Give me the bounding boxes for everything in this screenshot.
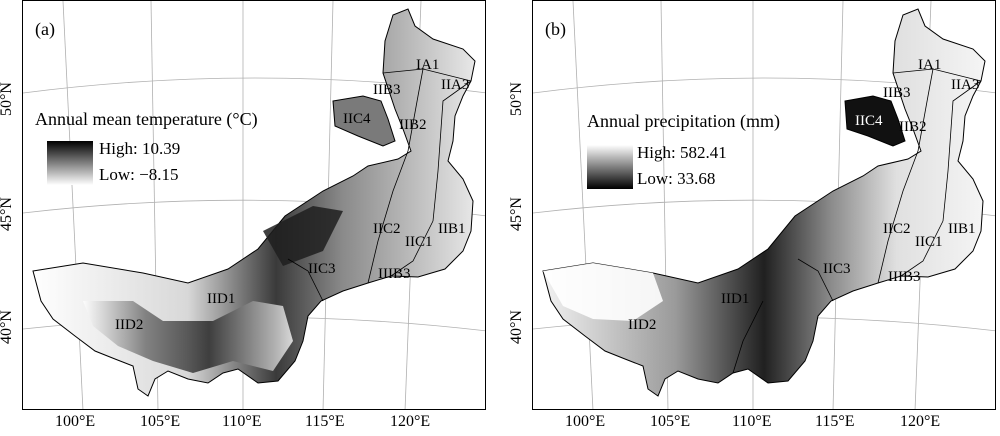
zone-label-iic2: IIC2 — [883, 221, 911, 237]
lat-label-45-a: 45°N — [0, 197, 15, 231]
legend-low: Low: −8.15 — [99, 165, 179, 184]
zone-label-iic1: IIC1 — [915, 234, 943, 250]
zone-label-iia3: IIA3 — [951, 77, 979, 93]
lon-label-110-a: 110°E — [222, 413, 262, 430]
legend-title: Annual precipitation (mm) — [587, 111, 780, 131]
zone-label-iib3: IIB3 — [373, 82, 401, 98]
legend-color-ramp — [47, 141, 93, 185]
map-panel-temperature: IA1 IIA3 IIB3 IIC4 IIB2 IIC2 IIB1 IIC1 I… — [22, 0, 486, 410]
zone-label-iic2: IIC2 — [373, 221, 401, 237]
zone-label-iib2: IIB2 — [399, 117, 427, 133]
zone-boundaries — [732, 68, 982, 374]
zone-label-iib3: IIB3 — [883, 85, 911, 101]
lon-label-100-a: 100°E — [55, 413, 96, 430]
panel-tag: (b) — [545, 19, 566, 39]
map-panel-precipitation: IA1 IIA3 IIB3 IIC4 IIB2 IIC2 IIB1 IIC1 I… — [532, 0, 996, 410]
zone-label-iid1: IID1 — [721, 291, 749, 307]
lon-label-105-a: 105°E — [140, 413, 181, 430]
zone-label-iic4: IIC4 — [855, 113, 883, 129]
legend-high: High: 10.39 — [99, 139, 181, 158]
legend-title: Annual mean temperature (°C) — [35, 109, 258, 129]
zone-label-iib2: IIB2 — [899, 119, 927, 135]
lon-label-120-b: 120°E — [900, 413, 941, 430]
legend-color-ramp — [587, 145, 633, 189]
zone-label-iiib3: IIIB3 — [888, 269, 921, 285]
zone-label-iic1: IIC1 — [405, 234, 433, 250]
lat-label-50-b: 50°N — [507, 82, 525, 116]
zone-label-iid1: IID1 — [207, 291, 235, 307]
zone-boundaries — [287, 68, 472, 302]
lon-label-120-a: 120°E — [390, 413, 431, 430]
lon-label-110-b: 110°E — [732, 413, 772, 430]
lon-label-115-b: 115°E — [815, 413, 855, 430]
zone-label-iic3: IIC3 — [308, 261, 336, 277]
lon-label-100-b: 100°E — [565, 413, 606, 430]
zone-label-iid2: IID2 — [115, 317, 143, 333]
lat-label-50-a: 50°N — [0, 82, 15, 116]
lon-label-105-b: 105°E — [650, 413, 691, 430]
lon-label-115-a: 115°E — [305, 413, 345, 430]
temperature-map: IA1 IIA3 IIB3 IIC4 IIB2 IIC2 IIB1 IIC1 I… — [23, 1, 485, 409]
zone-label-iiib3: IIIB3 — [378, 266, 411, 282]
zone-label-iic4: IIC4 — [343, 111, 371, 127]
zone-label-iic3: IIC3 — [823, 261, 851, 277]
lat-label-40-b: 40°N — [507, 310, 525, 344]
zone-labels: IA1 IIA3 IIB3 IIC4 IIB2 IIC2 IIB1 IIC1 I… — [628, 57, 979, 333]
lat-label-45-b: 45°N — [507, 197, 525, 231]
zone-label-ia1: IA1 — [918, 57, 941, 73]
legend-low: Low: 33.68 — [637, 169, 716, 188]
legend-high: High: 582.41 — [637, 143, 727, 162]
zone-labels: IA1 IIA3 IIB3 IIC4 IIB2 IIC2 IIB1 IIC1 I… — [115, 57, 469, 333]
zone-label-ia1: IA1 — [416, 57, 439, 73]
lat-label-40-a: 40°N — [0, 310, 15, 344]
zone-label-iid2: IID2 — [628, 317, 656, 333]
zone-label-iia3: IIA3 — [441, 77, 469, 93]
zone-label-iib1: IIB1 — [948, 221, 976, 237]
region-shape — [542, 8, 986, 397]
panel-tag: (a) — [35, 19, 55, 39]
zone-label-iib1: IIB1 — [438, 221, 466, 237]
region-shape — [32, 8, 476, 397]
precipitation-map: IA1 IIA3 IIB3 IIC4 IIB2 IIC2 IIB1 IIC1 I… — [533, 1, 995, 409]
